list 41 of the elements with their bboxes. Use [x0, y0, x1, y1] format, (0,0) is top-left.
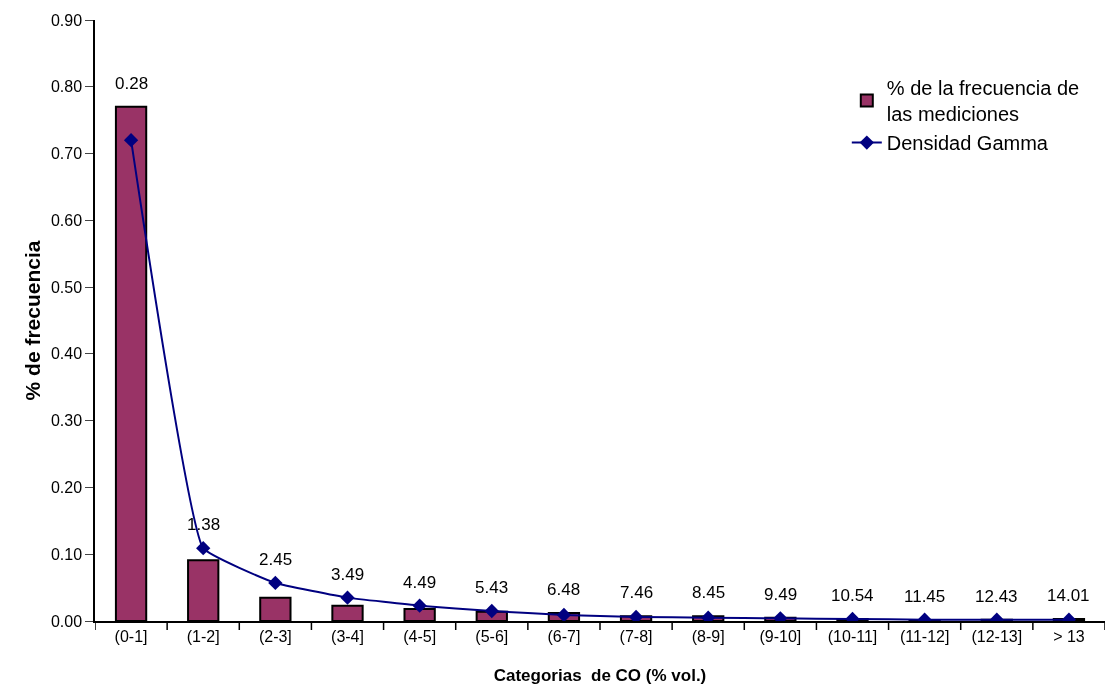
- annotation: 8.45: [692, 583, 726, 602]
- y-tick-label: 0.90: [50, 11, 83, 29]
- annotation: 2.45: [259, 550, 293, 569]
- x-tick-label: (8-9]: [691, 627, 725, 645]
- y-tick-label: 0.00: [50, 612, 83, 630]
- legend-label: % de la frecuencia de las mediciones: [886, 77, 1080, 126]
- annotation: 3.49: [331, 565, 365, 584]
- x-axis-title: Categorias de CO (% vol.): [493, 665, 707, 685]
- y-tick-label: 0.30: [50, 412, 83, 430]
- x-tick-label: (12-13]: [971, 627, 1023, 645]
- annotation: 6.48: [547, 580, 581, 599]
- x-tick-label: (10-11]: [827, 627, 878, 645]
- annotation: 9.49: [764, 585, 798, 604]
- y-axis-title: % de frecuencia: [20, 240, 44, 401]
- annotation: 4.49: [403, 573, 437, 592]
- x-tick-label: (5-6]: [475, 627, 509, 645]
- y-tick-label: 0.60: [50, 211, 83, 229]
- y-tick-label: 0.50: [50, 278, 83, 296]
- annotation: 11.45: [904, 587, 946, 606]
- annotation: 0.28: [115, 74, 149, 93]
- y-tick-label: 0.20: [50, 479, 83, 497]
- x-tick-label: (1-2]: [186, 627, 220, 645]
- annotation: 10.54: [831, 586, 874, 605]
- legend-label: Densidad Gamma: [886, 132, 1049, 155]
- annotation: 12.43: [975, 587, 1018, 606]
- x-tick-label: > 13: [1053, 627, 1085, 645]
- y-tick-label: 0.10: [50, 545, 83, 563]
- x-tick-label: (2-3]: [258, 627, 292, 645]
- x-tick-label: (9-10]: [759, 627, 802, 645]
- x-tick-label: (11-12]: [899, 627, 950, 645]
- annotation: 5.43: [475, 578, 509, 597]
- annotation: 14.01: [1047, 586, 1090, 605]
- x-tick-label: (4-5]: [403, 627, 437, 645]
- y-tick-label: 0.70: [50, 145, 83, 163]
- y-tick-label: 0.80: [50, 78, 83, 96]
- x-tick-label: (0-1]: [114, 627, 148, 645]
- x-tick-label: (3-4]: [331, 627, 364, 645]
- x-tick-label: (6-7]: [547, 627, 581, 645]
- x-tick-label: (7-8]: [619, 627, 653, 645]
- annotation: 7.46: [620, 583, 654, 602]
- y-tick-label: 0.40: [50, 345, 83, 363]
